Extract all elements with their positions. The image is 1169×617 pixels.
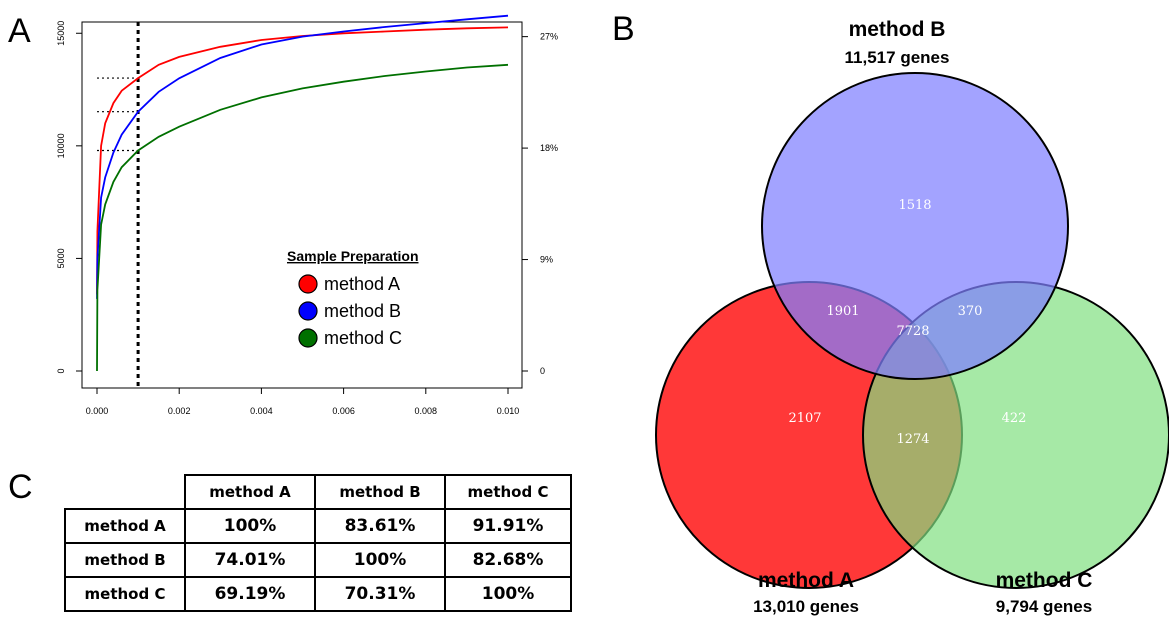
table-cell: 74.01% xyxy=(184,542,316,578)
row-header: method C xyxy=(64,576,186,612)
table-cell: 82.68% xyxy=(444,542,572,578)
series-line-method-c xyxy=(96,63,509,372)
column-header: method B xyxy=(314,474,446,510)
x-tick-label: 0.010 xyxy=(497,406,520,416)
legend-label: method C xyxy=(324,328,402,348)
table-header-row: method A method B method C xyxy=(65,474,572,510)
set-label-method-c: method C xyxy=(996,569,1093,592)
x-tick-label: 0.002 xyxy=(168,406,191,416)
table-cell: 83.61% xyxy=(314,508,446,544)
table-cell: 100% xyxy=(444,576,572,612)
panel-label-b: B xyxy=(612,10,635,48)
x-axis-ticks: 0.000 0.002 0.004 0.006 0.008 0.010 xyxy=(86,388,520,416)
legend-marker xyxy=(298,274,318,294)
table-corner xyxy=(65,475,186,510)
row-header: method B xyxy=(64,542,186,578)
right-axis-ticks: 0 9% 18% 27% xyxy=(522,32,558,376)
region-a-only: 2107 xyxy=(788,411,821,426)
series-layer xyxy=(96,14,509,372)
table-cell: 100% xyxy=(314,542,446,578)
legend-label: method A xyxy=(324,274,400,294)
region-a-b-c: 7728 xyxy=(896,324,929,339)
table-cell: 91.91% xyxy=(444,508,572,544)
table-cell: 69.19% xyxy=(184,576,316,612)
saturation-line-chart: 0.000 0.002 0.004 0.006 0.008 0.010 0 5000 1000… xyxy=(56,14,558,416)
y-tick-label: 5000 xyxy=(56,248,66,268)
table-row: method A 100% 83.61% 91.91% xyxy=(64,508,572,544)
table-row: method B 74.01% 100% 82.68% xyxy=(64,542,572,578)
legend-title: Sample Preparation xyxy=(287,248,419,264)
region-b-c: 370 xyxy=(958,304,983,319)
y-axis-ticks: 0 5000 10000 15000 xyxy=(56,21,82,374)
table-cell: 70.31% xyxy=(314,576,446,612)
circle-method-b xyxy=(761,72,1069,380)
right-tick-label: 27% xyxy=(540,32,558,42)
legend-label: method B xyxy=(324,301,401,321)
region-b-only: 1518 xyxy=(898,198,931,213)
series-line-method-a xyxy=(96,26,509,295)
venn-circles xyxy=(655,72,1169,589)
row-header: method A xyxy=(64,508,186,544)
table-row: method C 69.19% 70.31% 100% xyxy=(64,576,572,612)
column-header: method C xyxy=(444,474,572,510)
x-tick-label: 0.000 xyxy=(86,406,109,416)
right-tick-label: 18% xyxy=(540,143,558,153)
panel-label-c: C xyxy=(8,468,33,506)
right-tick-label: 9% xyxy=(540,255,553,265)
panel-label-a: A xyxy=(8,12,31,50)
series-line-method-b xyxy=(96,14,509,299)
region-a-b: 1901 xyxy=(826,304,859,319)
set-label-method-a: method A xyxy=(758,569,854,592)
y-tick-label: 15000 xyxy=(56,21,66,46)
legend-marker xyxy=(298,328,318,348)
table-cell: 100% xyxy=(184,508,316,544)
region-c-only: 422 xyxy=(1002,411,1027,426)
y-tick-label: 10000 xyxy=(56,133,66,158)
set-count-method-c: 9,794 genes xyxy=(996,597,1092,616)
legend: Sample Preparation method A method B metho… xyxy=(287,248,419,348)
overlap-table: method A method B method C method A 100%… xyxy=(64,474,572,612)
region-a-c: 1274 xyxy=(896,432,929,447)
reference-lines xyxy=(97,22,140,388)
column-header: method A xyxy=(184,474,316,510)
y-tick-label: 0 xyxy=(56,368,66,373)
x-tick-label: 0.004 xyxy=(250,406,273,416)
set-count-method-a: 13,010 genes xyxy=(753,597,859,616)
plot-frame xyxy=(81,21,523,389)
x-tick-label: 0.008 xyxy=(415,406,438,416)
x-tick-label: 0.006 xyxy=(332,406,355,416)
set-count-method-b: 11,517 genes xyxy=(845,48,950,67)
legend-marker xyxy=(298,301,318,321)
set-label-method-b: method B xyxy=(849,18,946,41)
right-tick-label: 0 xyxy=(540,366,545,376)
